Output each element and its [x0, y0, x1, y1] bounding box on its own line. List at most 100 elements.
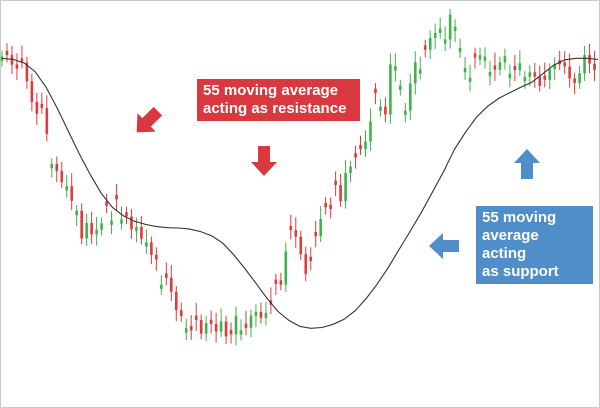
candle: [438, 17, 442, 39]
candle-body: [140, 226, 143, 239]
candle-body: [279, 280, 283, 285]
candle-body: [204, 323, 208, 334]
candle: [244, 310, 248, 336]
candle-body: [523, 76, 527, 82]
candle-body: [20, 58, 24, 63]
candle-body: [578, 73, 581, 84]
candle-body: [219, 321, 223, 332]
candle: [418, 56, 422, 80]
candle: [384, 97, 387, 123]
candle: [95, 216, 98, 246]
candle-body: [324, 202, 327, 208]
candle-body: [433, 32, 437, 38]
candle-body: [214, 323, 218, 332]
candle-body: [518, 63, 522, 71]
candle: [35, 92, 39, 125]
candle-body: [165, 273, 168, 278]
candle: [513, 54, 517, 82]
candle: [115, 183, 118, 211]
moving-average-55-line: [1, 57, 599, 329]
candle-body: [573, 78, 576, 84]
candle-body: [15, 64, 19, 69]
candle-body: [384, 106, 387, 115]
candle: [493, 52, 497, 81]
candle: [359, 135, 362, 155]
candle-body: [55, 163, 59, 172]
candle: [30, 73, 34, 112]
candle: [324, 197, 327, 215]
candle-body: [413, 62, 417, 84]
candle-body: [359, 144, 362, 150]
candle: [294, 217, 298, 248]
candle-body: [169, 277, 173, 292]
candle: [413, 51, 417, 95]
candle: [304, 246, 308, 282]
candle: [408, 74, 412, 120]
candle-body: [448, 14, 452, 40]
candle: [239, 319, 243, 341]
candle: [498, 56, 502, 76]
candle: [189, 315, 193, 340]
candle: [334, 171, 337, 197]
candle-body: [394, 66, 397, 71]
candle: [448, 8, 452, 49]
candle: [65, 175, 69, 198]
candle-body: [209, 319, 213, 324]
candle: [5, 43, 9, 63]
candle-body: [503, 56, 507, 63]
candle: [553, 57, 556, 81]
candle-body: [294, 230, 298, 237]
candle: [145, 229, 148, 255]
candle-body: [428, 37, 432, 50]
candle-body: [105, 201, 108, 206]
candle: [423, 39, 427, 58]
candle: [488, 60, 492, 86]
candle: [364, 130, 367, 157]
candle: [15, 53, 19, 80]
candle-body: [349, 166, 352, 173]
candle-body: [194, 315, 198, 321]
candle-body: [284, 251, 288, 285]
candle: [209, 310, 213, 334]
candle-body: [533, 72, 537, 77]
candle-body: [478, 55, 482, 60]
candle: [105, 194, 108, 214]
candle: [179, 302, 183, 322]
candle-body: [179, 310, 183, 317]
candle-body: [145, 242, 148, 247]
candle: [100, 217, 103, 236]
candle: [150, 236, 153, 265]
candle-body: [488, 71, 492, 77]
candle-body: [299, 236, 303, 255]
candle: [229, 322, 233, 344]
candle: [110, 211, 113, 235]
candle-body: [344, 172, 347, 202]
candle-body: [463, 67, 467, 73]
candle: [463, 56, 467, 80]
candle-body: [5, 50, 9, 56]
candle-body: [125, 212, 128, 217]
candle-body: [289, 225, 293, 231]
candle-body: [483, 56, 487, 61]
candle: [379, 99, 382, 117]
candle: [194, 302, 198, 332]
candle: [508, 64, 512, 88]
candle-body: [304, 254, 308, 274]
candle-body: [408, 83, 412, 111]
candle: [319, 206, 322, 242]
candle-body: [160, 284, 163, 289]
candle-body: [538, 76, 542, 86]
candle-body: [593, 63, 596, 71]
candle: [234, 306, 238, 346]
candle: [593, 50, 596, 82]
candle: [204, 315, 208, 342]
candle: [329, 197, 332, 219]
candle-body: [473, 53, 477, 58]
support-callout-label: 55 moving average acting as support: [476, 206, 593, 284]
candle: [583, 45, 586, 81]
candle-body: [120, 219, 123, 224]
candle-body: [369, 121, 372, 142]
candle-body: [234, 315, 238, 335]
